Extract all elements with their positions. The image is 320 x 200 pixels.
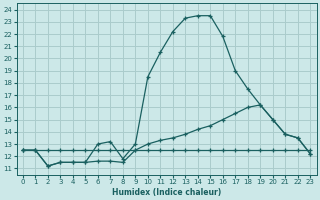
X-axis label: Humidex (Indice chaleur): Humidex (Indice chaleur) xyxy=(112,188,221,197)
